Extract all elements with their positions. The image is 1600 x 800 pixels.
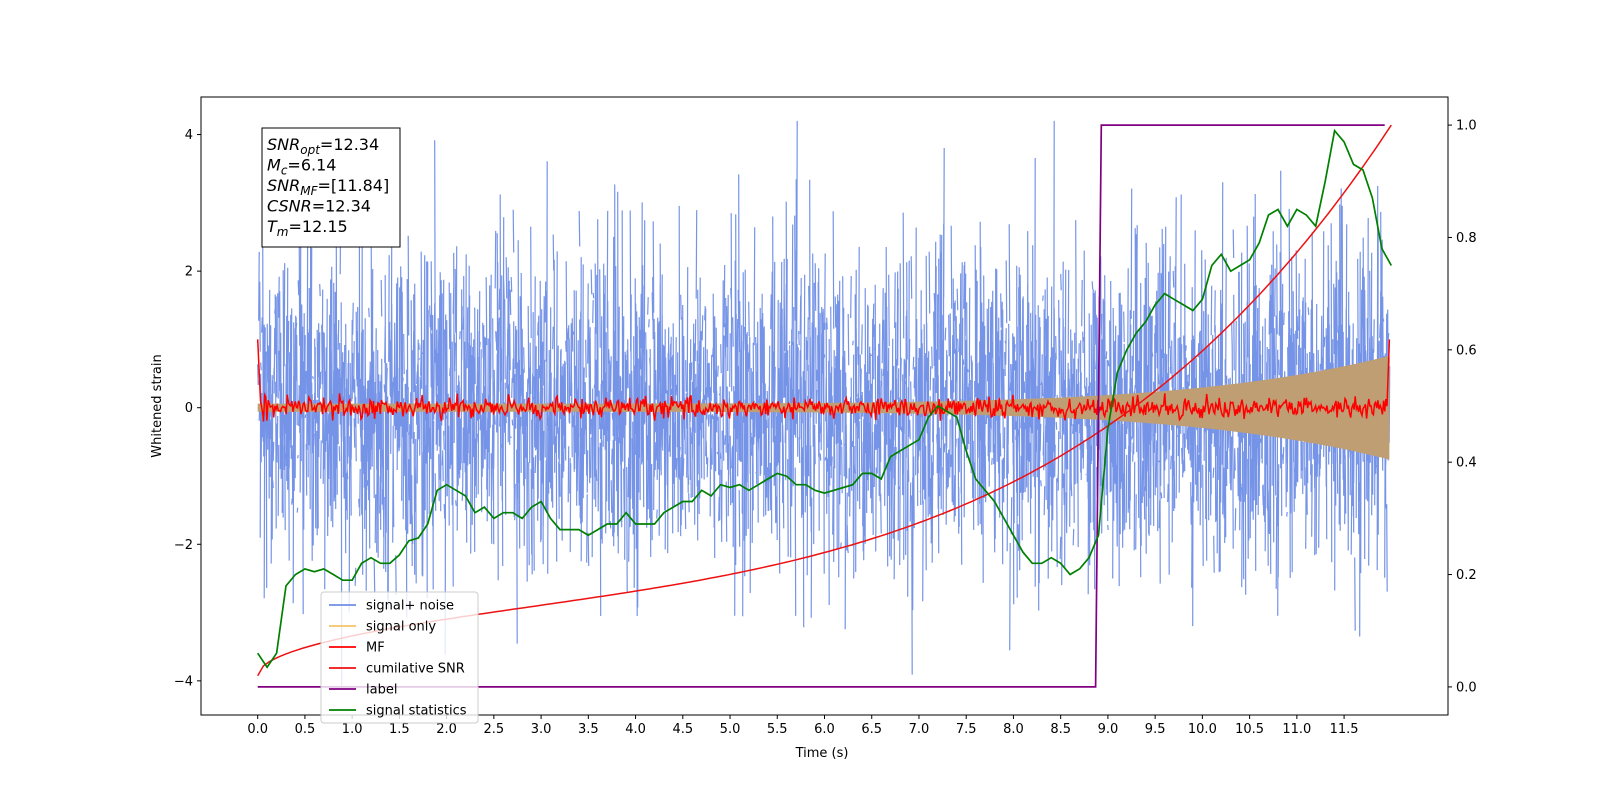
x-tick-label: 4.0: [625, 722, 646, 737]
y-axis-label: Whitened strain: [150, 354, 165, 457]
y-tick-label: −4: [174, 674, 193, 689]
x-tick-label: 4.5: [672, 722, 693, 737]
y-tick-label: 4: [185, 128, 193, 143]
x-tick-label: 10.5: [1235, 722, 1264, 737]
legend-label: signal+ noise: [366, 599, 454, 614]
y2-tick-label: 1.0: [1456, 119, 1477, 134]
x-tick-label: 7.5: [956, 722, 977, 737]
x-tick-label: 3.0: [531, 722, 552, 737]
y2-axis-ticks: 0.0 0.2 0.4 0.6 0.8 1.0: [1448, 119, 1477, 695]
y-tick-label: 0: [185, 401, 193, 416]
x-tick-label: 11.5: [1330, 722, 1359, 737]
annotation-line: CSNR=12.34: [267, 197, 371, 216]
y-tick-label: 2: [185, 265, 193, 280]
signal-statistics-line: [256, 128, 1393, 669]
x-tick-label: 7.0: [909, 722, 930, 737]
annotation-frame: [261, 127, 401, 248]
stats-annotation-box: SNRopt=12.34Mc=6.14SNRMF=[11.84]CSNR=12.…: [261, 127, 401, 248]
x-tick-label: 0.5: [295, 722, 316, 737]
mf-line: [256, 339, 1391, 422]
x-tick-label: 5.5: [767, 722, 788, 737]
annotation-line: SNRopt=12.34: [267, 135, 379, 157]
label-line: [257, 124, 1385, 688]
legend-label: MF: [366, 641, 385, 656]
y2-tick-label: 0.4: [1456, 456, 1477, 471]
annotation-line: SNRMF=[11.84]: [267, 176, 389, 198]
annotation-line: Tm=12.15: [267, 217, 348, 239]
legend-label: label: [366, 683, 397, 698]
x-tick-label: 11.0: [1282, 722, 1311, 737]
mf-series: [256, 339, 1391, 422]
x-tick-label: 5.0: [720, 722, 741, 737]
label-series: [257, 124, 1385, 688]
legend-frame: [320, 591, 479, 724]
signal-only-band: [257, 355, 1390, 460]
y-axis-ticks: −4 −2 0 2 4: [174, 128, 201, 689]
annotation-line: Mc=6.14: [267, 156, 336, 178]
x-tick-label: 3.5: [578, 722, 599, 737]
legend: signal+ noise signal only MF cumilative SNR…: [320, 591, 479, 724]
x-axis-ticks: 0.0 0.5 1.0 1.5 2.0 2.5 3.0 3.5 4.0 4.5 5.0 5.5 6.0 6…: [247, 715, 1359, 737]
y-tick-label: −2: [174, 538, 193, 553]
x-tick-label: 9.0: [1098, 722, 1119, 737]
y2-tick-label: 0.6: [1456, 343, 1477, 358]
legend-label: cumilative SNR: [366, 662, 465, 677]
y2-tick-label: 0.2: [1456, 568, 1477, 583]
x-tick-label: 2.5: [484, 722, 505, 737]
x-tick-label: 6.5: [861, 722, 882, 737]
x-tick-label: 8.0: [1003, 722, 1024, 737]
signal-only-series: [257, 355, 1390, 460]
x-tick-label: 9.5: [1145, 722, 1166, 737]
y2-tick-label: 0.8: [1456, 231, 1477, 246]
x-tick-label: 8.5: [1050, 722, 1071, 737]
legend-label: signal only: [366, 620, 436, 635]
x-tick-label: 1.0: [342, 722, 363, 737]
x-tick-label: 0.0: [247, 722, 268, 737]
x-tick-label: 1.5: [389, 722, 410, 737]
y2-tick-label: 0.0: [1456, 680, 1477, 695]
x-axis-label: Time (s): [795, 746, 849, 761]
legend-label: signal statistics: [366, 704, 467, 719]
x-tick-label: 2.0: [436, 722, 457, 737]
x-tick-label: 6.0: [814, 722, 835, 737]
x-tick-label: 10.0: [1188, 722, 1217, 737]
signal-statistics-series: [256, 128, 1393, 669]
